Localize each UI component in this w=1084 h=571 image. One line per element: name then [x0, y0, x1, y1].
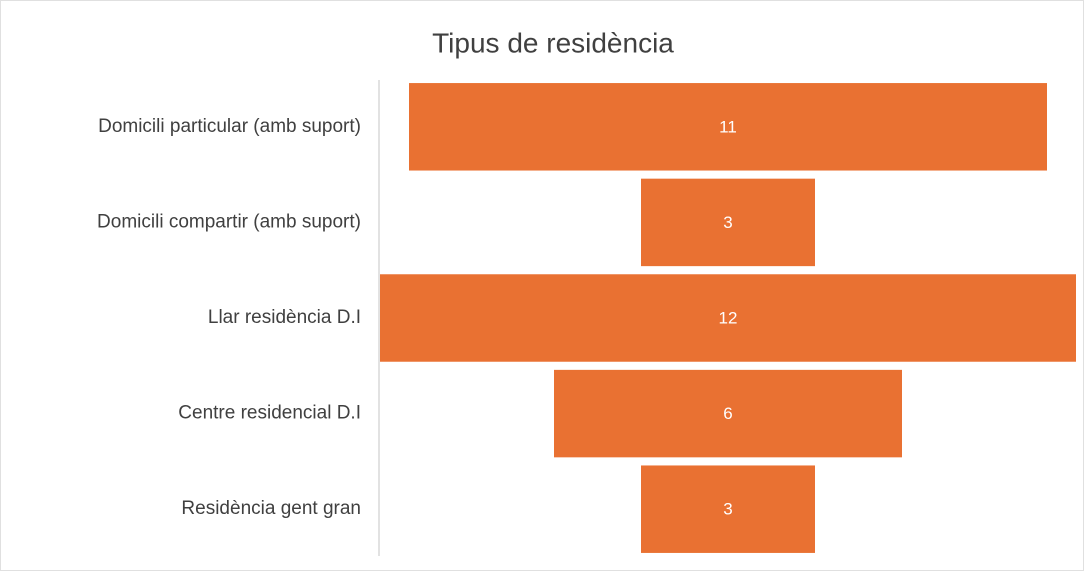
funnel-bar	[380, 274, 1076, 362]
data-label: 11	[719, 117, 737, 136]
category-label: Domicili compartir (amb suport)	[97, 211, 361, 232]
funnel-bar	[641, 178, 815, 267]
chart-title: Tipus de residència	[432, 27, 674, 58]
data-label: 3	[723, 500, 732, 519]
funnel-bar	[641, 465, 815, 553]
funnel-bar	[409, 83, 1047, 171]
category-label: Domicili particular (amb suport)	[98, 116, 361, 137]
funnel-bar	[554, 369, 902, 458]
category-label: Llar residència D.I	[208, 307, 361, 328]
data-label: 3	[723, 213, 732, 232]
category-label: Residència gent gran	[181, 498, 361, 519]
data-label: 6	[723, 404, 732, 423]
data-label: 12	[719, 308, 738, 327]
category-label: Centre residencial D.I	[178, 403, 361, 424]
